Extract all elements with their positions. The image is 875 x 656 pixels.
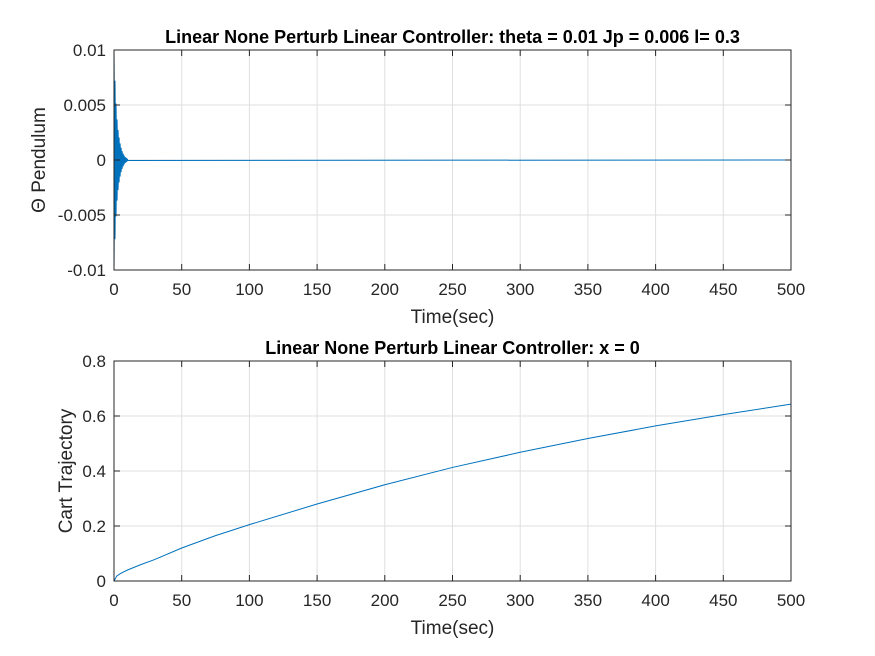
cart-x-axis-label: Time(sec) — [411, 618, 495, 639]
cart-x-tick-label: 300 — [506, 591, 534, 610]
pendulum-angle-plot: 0 50 100 150 200 250 300 350 400 450 500 -0.01 -0.00… — [29, 27, 805, 328]
cart-y-tick-label: 0.2 — [82, 517, 106, 536]
pendulum-x-tick-label: 100 — [235, 280, 263, 299]
pendulum-y-tick-label: -0.005 — [58, 206, 106, 225]
cart-x-tick-label: 150 — [303, 591, 331, 610]
pendulum-y-tick-label: 0.01 — [73, 41, 106, 60]
pendulum-x-tick-label: 50 — [172, 280, 191, 299]
pendulum-x-tick-label: 450 — [709, 280, 737, 299]
pendulum-x-tick-label: 400 — [641, 280, 669, 299]
cart-x-tick-label: 0 — [109, 591, 118, 610]
cart-chart-title: Linear None Perturb Linear Controller: x… — [265, 338, 640, 358]
cart-y-tick-label: 0.4 — [82, 462, 106, 481]
pendulum-y-tick-label: -0.01 — [67, 261, 106, 280]
pendulum-x-tick-label: 300 — [506, 280, 534, 299]
cart-y-tick-label: 0.6 — [82, 407, 106, 426]
cart-y-tick-label: 0.8 — [82, 352, 106, 371]
pendulum-x-tick-label: 500 — [777, 280, 805, 299]
cart-series-line — [113, 403, 792, 582]
cart-x-tick-label: 200 — [371, 591, 399, 610]
cart-y-axis-label: Cart Trajectory — [56, 408, 77, 533]
cart-x-tick-label: 350 — [574, 591, 602, 610]
cart-x-tick-label: 400 — [641, 591, 669, 610]
pendulum-x-tick-label: 200 — [371, 280, 399, 299]
pendulum-x-tick-label: 250 — [438, 280, 466, 299]
cart-x-tick-label: 500 — [777, 591, 805, 610]
cart-x-tick-label: 100 — [235, 591, 263, 610]
cart-trajectory-plot: 0 50 100 150 200 250 300 350 400 450 500 0 0.2 0.4 0.6… — [56, 338, 805, 639]
cart-x-tick-label: 450 — [709, 591, 737, 610]
pendulum-series-line — [113, 49, 792, 270]
pendulum-y-tick-label: 0 — [97, 151, 106, 170]
cart-x-tick-label: 250 — [438, 591, 466, 610]
pendulum-x-tick-label: 350 — [574, 280, 602, 299]
pendulum-chart-title: Linear None Perturb Linear Controller: t… — [165, 27, 740, 47]
pendulum-x-tick-label: 0 — [109, 280, 118, 299]
pendulum-x-axis-label: Time(sec) — [411, 307, 495, 328]
pendulum-y-axis-label: Θ Pendulum — [29, 107, 50, 213]
pendulum-x-tick-label: 150 — [303, 280, 331, 299]
cart-y-tick-label: 0 — [97, 572, 106, 591]
cart-x-tick-label: 50 — [172, 591, 191, 610]
pendulum-y-tick-label: 0.005 — [63, 96, 106, 115]
